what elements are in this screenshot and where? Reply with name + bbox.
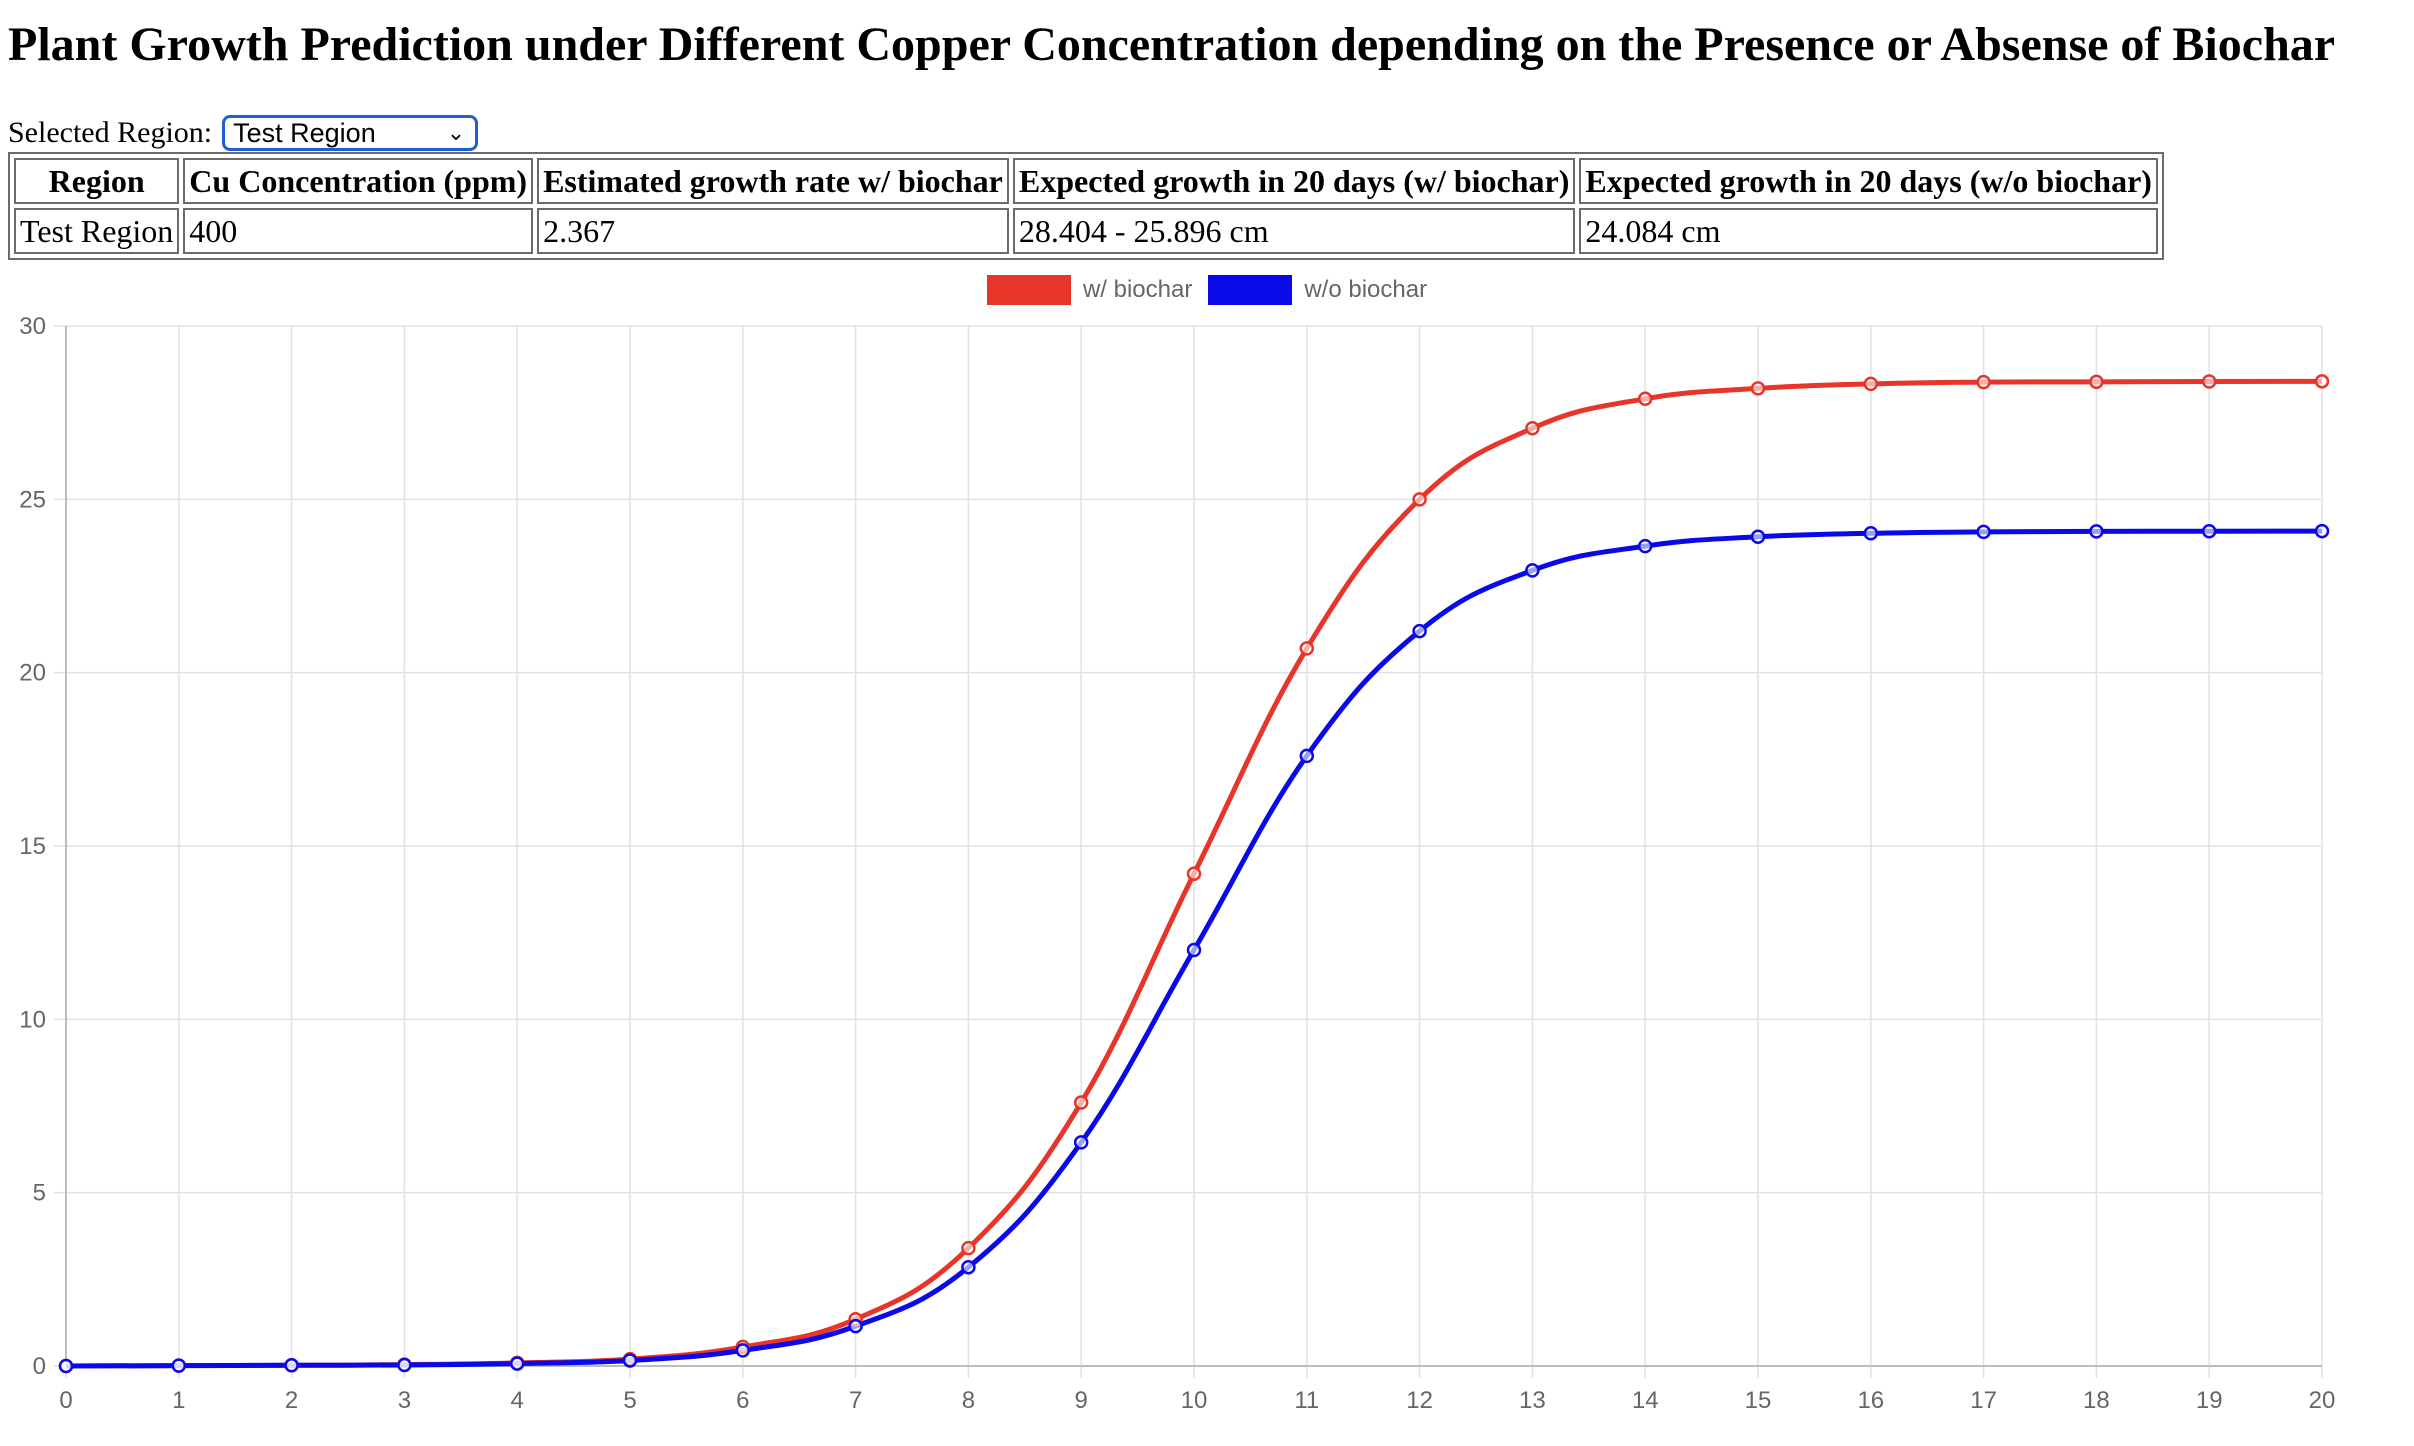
- x-tick-label: 13: [1519, 1387, 1546, 1414]
- data-point-with-biochar: [2089, 374, 2104, 390]
- data-point-with-biochar: [1863, 376, 1879, 392]
- cell-cu-concentration: 400: [183, 208, 534, 254]
- x-tick-label: 12: [1406, 1387, 1433, 1414]
- region-select[interactable]: Test Region ⌄: [222, 115, 479, 151]
- y-tick-label: 5: [33, 1180, 46, 1207]
- data-point-with-biochar: [1637, 391, 1653, 407]
- cell-growth-rate: 2.367: [537, 208, 1009, 254]
- cell-growth-with-biochar: 28.404 - 25.896 cm: [1012, 208, 1576, 254]
- y-tick-label: 15: [19, 833, 46, 860]
- data-point-without-biochar: [2201, 523, 2217, 539]
- data-point-without-biochar: [509, 1356, 525, 1371]
- region-select-value: Test Region: [233, 117, 376, 148]
- x-tick-label: 15: [1745, 1387, 1772, 1414]
- x-tick-label: 9: [1075, 1387, 1088, 1414]
- data-point-with-biochar: [1299, 641, 1315, 656]
- header-growth-with-biochar: Expected growth in 20 days (w/ biochar): [1012, 158, 1576, 204]
- data-point-with-biochar: [1976, 374, 1991, 390]
- x-tick-label: 20: [2309, 1387, 2336, 1414]
- x-tick-label: 18: [2083, 1387, 2110, 1414]
- data-point-without-biochar: [58, 1358, 74, 1374]
- data-point-without-biochar: [1976, 524, 1991, 540]
- legend-swatch-with-biochar: [986, 275, 1071, 305]
- data-point-with-biochar: [1525, 421, 1540, 436]
- legend-label-with-biochar: w/ biochar: [1082, 276, 1193, 303]
- y-tick-label: 10: [19, 1006, 46, 1033]
- data-point-without-biochar: [1863, 526, 1879, 541]
- legend-swatch-without-biochar: [1208, 275, 1293, 305]
- page-title: Plant Growth Prediction under Different …: [8, 18, 2336, 71]
- x-tick-label: 11: [1294, 1387, 1319, 1414]
- chevron-down-icon: ⌄: [446, 120, 466, 145]
- chart-legend: w/ biochar w/o biochar: [0, 272, 2414, 308]
- header-growth-rate: Estimated growth rate w/ biochar: [537, 158, 1009, 204]
- cell-growth-without-biochar: 24.084 cm: [1579, 208, 2158, 254]
- x-tick-label: 1: [172, 1387, 185, 1414]
- data-point-without-biochar: [1186, 942, 1202, 958]
- x-tick-label: 19: [2196, 1387, 2223, 1414]
- table-header-row: Region Cu Concentration (ppm) Estimated …: [14, 158, 2158, 204]
- y-tick-label: 20: [19, 660, 46, 687]
- x-tick-label: 3: [398, 1387, 411, 1414]
- data-point-without-biochar: [284, 1358, 299, 1373]
- data-point-without-biochar: [1299, 748, 1315, 764]
- x-tick-label: 5: [623, 1387, 636, 1414]
- data-point-without-biochar: [1525, 563, 1540, 578]
- data-point-without-biochar: [1637, 538, 1653, 554]
- y-tick-label: 0: [33, 1353, 46, 1380]
- data-point-without-biochar: [2314, 523, 2330, 539]
- data-point-with-biochar: [1412, 492, 1427, 507]
- data-point-without-biochar: [171, 1358, 187, 1373]
- data-point-without-biochar: [2089, 524, 2104, 539]
- x-tick-label: 6: [736, 1387, 749, 1414]
- table-row: Test Region 400 2.367 28.404 - 25.896 cm…: [14, 208, 2158, 254]
- data-point-without-biochar: [1750, 529, 1766, 545]
- header-cu-concentration: Cu Concentration (ppm): [183, 158, 534, 204]
- data-point-without-biochar: [622, 1353, 638, 1368]
- x-tick-label: 17: [1970, 1387, 1997, 1414]
- x-tick-label: 8: [962, 1387, 975, 1414]
- x-tick-label: 7: [849, 1387, 862, 1414]
- region-selector-row: Selected Region: Test Region ⌄: [8, 113, 479, 153]
- region-selector-label: Selected Region:: [8, 116, 213, 149]
- data-point-with-biochar: [1073, 1095, 1089, 1110]
- data-point-without-biochar: [735, 1343, 751, 1358]
- data-point-with-biochar: [1186, 866, 1202, 881]
- x-tick-label: 16: [1857, 1387, 1884, 1414]
- header-region: Region: [14, 158, 180, 204]
- data-point-with-biochar: [2314, 374, 2330, 389]
- y-tick-label: 25: [19, 486, 46, 513]
- legend-item-with-biochar[interactable]: w/ biochar: [986, 275, 1193, 305]
- cell-region: Test Region: [14, 208, 180, 254]
- data-point-with-biochar: [2201, 374, 2217, 389]
- x-tick-label: 10: [1181, 1387, 1208, 1414]
- data-point-without-biochar: [1412, 623, 1427, 639]
- data-point-without-biochar: [397, 1357, 412, 1373]
- x-tick-label: 4: [511, 1387, 524, 1414]
- x-tick-label: 2: [285, 1387, 298, 1414]
- data-point-without-biochar: [848, 1318, 863, 1334]
- x-tick-label: 0: [59, 1387, 72, 1414]
- data-point-without-biochar: [1073, 1135, 1089, 1150]
- data-point-without-biochar: [961, 1259, 976, 1275]
- data-point-with-biochar: [961, 1240, 976, 1256]
- header-growth-without-biochar: Expected growth in 20 days (w/o biochar): [1579, 158, 2158, 204]
- legend-label-without-biochar: w/o biochar: [1304, 276, 1428, 303]
- y-tick-label: 30: [19, 313, 46, 340]
- summary-table: Region Cu Concentration (ppm) Estimated …: [8, 152, 2164, 260]
- x-tick-label: 14: [1632, 1387, 1659, 1414]
- legend-item-without-biochar[interactable]: w/o biochar: [1208, 275, 1427, 305]
- data-point-with-biochar: [1750, 381, 1766, 396]
